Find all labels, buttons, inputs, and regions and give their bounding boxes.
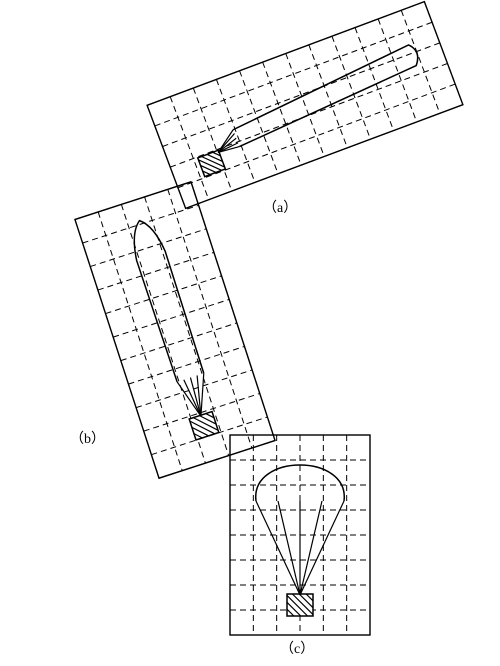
cord-c-3 [300, 501, 322, 595]
cord-c-4 [300, 501, 344, 595]
cord-c-0 [256, 501, 300, 595]
panel-c-label: （c） [280, 638, 314, 658]
cord-c-1 [278, 501, 300, 595]
panel-b-label: （b） [70, 428, 105, 448]
canopy-a [227, 43, 426, 146]
cord-b-0 [177, 378, 201, 420]
payload-a [198, 150, 226, 176]
payload-b [189, 412, 219, 440]
panel-a [147, 2, 463, 209]
cord-b-4 [189, 373, 217, 416]
panel-c [230, 435, 370, 635]
canopy-b [125, 216, 205, 382]
panel-a-label: （a） [263, 197, 297, 217]
